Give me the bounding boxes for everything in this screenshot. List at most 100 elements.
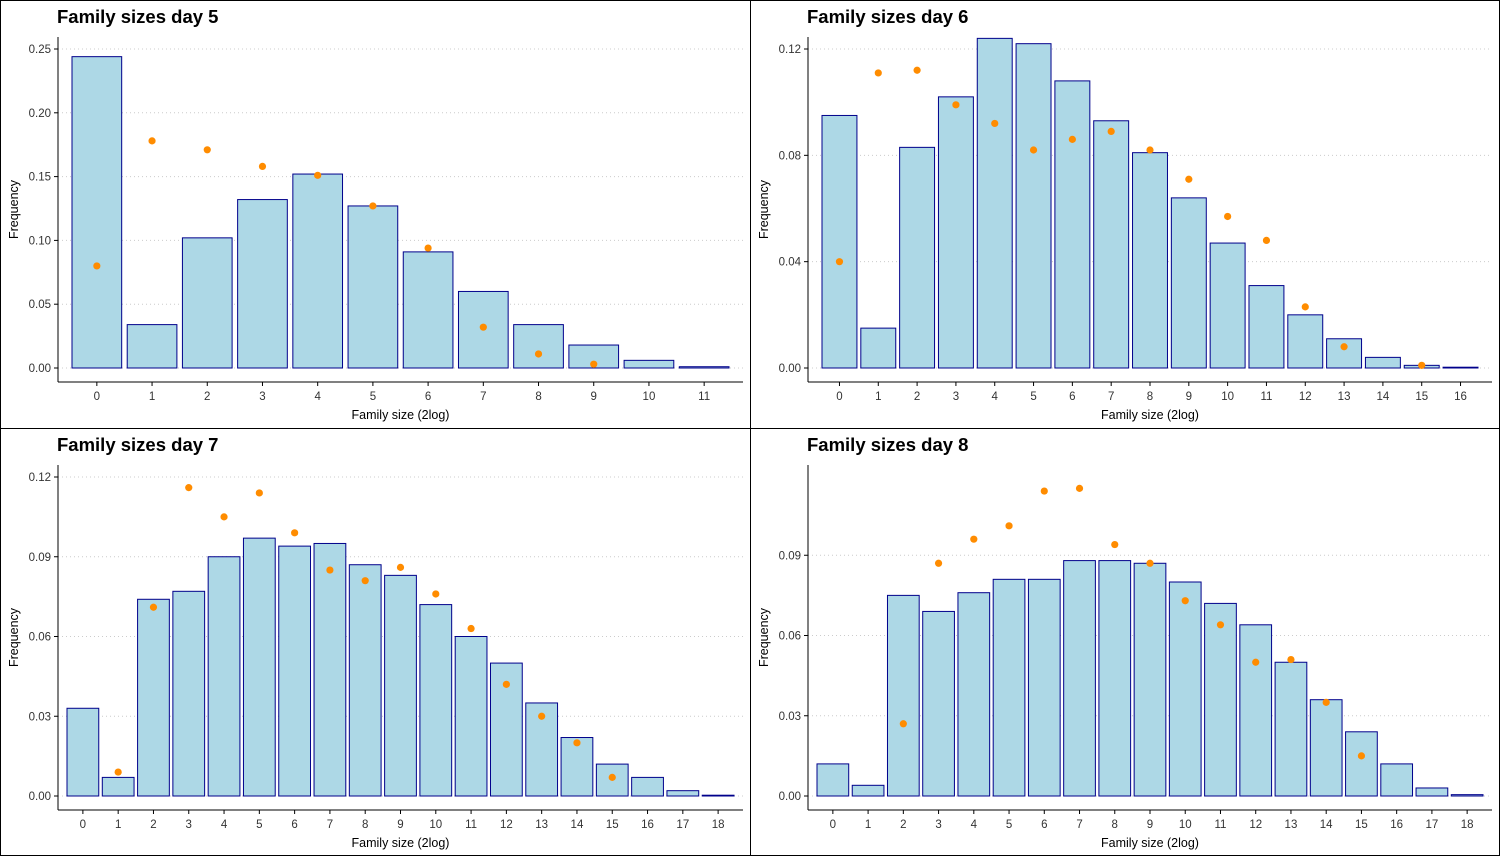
bar	[1415, 787, 1449, 797]
data-point	[952, 101, 960, 109]
axes: 0.000.040.080.120 1 2 3 4 5 6 7 8 9 10 11 12 13 14 15 16…	[757, 37, 1492, 422]
bar	[1309, 699, 1343, 797]
bar	[821, 114, 858, 369]
data-point	[148, 137, 156, 145]
x-tick-label: 15	[606, 819, 619, 831]
bar	[66, 707, 100, 797]
x-tick-label: 9	[591, 391, 597, 403]
bar	[384, 574, 417, 797]
x-tick-label: 17	[1426, 819, 1439, 831]
point-series	[899, 484, 1366, 760]
y-tick-label: 0.12	[29, 472, 51, 484]
bar	[568, 344, 620, 369]
y-tick-label: 0.05	[29, 299, 51, 311]
bar	[1015, 43, 1052, 369]
bar	[313, 542, 347, 797]
y-tick-label: 0.00	[29, 363, 51, 375]
data-point	[396, 563, 405, 571]
bar	[937, 96, 974, 369]
y-axis-label: Frequency	[757, 607, 771, 667]
bar	[1098, 560, 1132, 797]
bar-series	[821, 37, 1479, 369]
chart-title: Family sizes day 8	[807, 434, 969, 455]
bar	[886, 594, 920, 797]
x-tick-label: 1	[149, 391, 155, 403]
bar	[1248, 285, 1285, 369]
bar	[1204, 602, 1237, 797]
x-tick-label: 1	[865, 819, 871, 831]
y-tick-label: 0.25	[29, 44, 51, 56]
y-axis-label: Frequency	[7, 607, 21, 667]
x-tick-label: 5	[370, 391, 376, 403]
bar	[278, 545, 312, 797]
chart-panel-day-7: Family sizes day 7 0.00 0.03 0.06 0.09 0.12 0…	[0, 428, 751, 856]
x-tick-label: 4	[992, 391, 999, 403]
data-point	[1287, 655, 1295, 664]
point-series	[114, 484, 616, 781]
data-point	[258, 162, 267, 170]
bar	[181, 237, 233, 369]
bar	[992, 578, 1026, 797]
bar	[666, 790, 700, 797]
x-tick-label: 9	[1186, 391, 1192, 403]
x-tick-label: 3	[935, 819, 941, 831]
bar	[1054, 80, 1091, 369]
x-tick-label: 7	[1108, 391, 1114, 403]
x-tick-label: 11	[1260, 391, 1272, 403]
data-point	[573, 739, 581, 747]
x-tick-label: 8	[1147, 391, 1153, 403]
bar	[237, 199, 288, 369]
data-point	[1068, 135, 1076, 143]
x-tick-label: 4	[971, 819, 978, 831]
x-tick-label: 16	[1390, 819, 1403, 831]
x-tick-label: 14	[571, 819, 584, 831]
x-tick-label: 15	[1415, 391, 1428, 403]
y-tick-label: 0.00	[779, 363, 801, 375]
data-point	[1005, 522, 1013, 530]
data-point	[934, 559, 943, 567]
bar	[623, 359, 675, 369]
x-tick-label: 5	[1006, 819, 1012, 831]
x-tick-label: 9	[1147, 819, 1153, 831]
bar	[1345, 731, 1378, 797]
x-tick-label: 0	[830, 819, 836, 831]
bar-series	[66, 537, 735, 797]
x-tick-label: 1	[115, 819, 121, 831]
data-point	[1107, 127, 1115, 136]
data-point	[1262, 236, 1271, 244]
data-point	[203, 146, 211, 154]
x-axis-label: Family size (2log)	[352, 836, 450, 850]
data-point	[913, 66, 921, 74]
x-tick-label: 14	[1377, 391, 1390, 403]
bar	[489, 662, 523, 797]
x-tick-label: 6	[1041, 819, 1047, 831]
data-point	[1146, 559, 1154, 567]
bar	[126, 324, 178, 369]
data-point	[1181, 597, 1189, 605]
x-tick-label: 7	[1076, 819, 1082, 831]
bar-series	[71, 56, 730, 369]
x-tick-label: 3	[259, 391, 265, 403]
data-point	[1040, 487, 1048, 495]
data-point	[1111, 540, 1119, 549]
bar	[816, 763, 850, 797]
gridlines	[58, 48, 743, 369]
chart-title: Family sizes day 5	[57, 6, 219, 27]
x-tick-label: 16	[641, 819, 654, 831]
bar	[101, 776, 135, 797]
x-tick-label: 0	[836, 391, 842, 403]
data-point	[1216, 621, 1225, 629]
data-point	[1340, 343, 1348, 351]
x-tick-label: 6	[425, 391, 431, 403]
bar	[137, 598, 170, 797]
x-tick-label: 5	[1030, 391, 1036, 403]
x-tick-label: 4	[314, 391, 321, 403]
x-axis-label: Family size (2log)	[1101, 408, 1199, 422]
data-point	[970, 535, 978, 543]
x-tick-label: 4	[221, 819, 228, 831]
bar	[1168, 581, 1202, 797]
bar	[678, 366, 730, 369]
x-tick-label: 11	[1214, 819, 1226, 831]
data-point	[534, 350, 543, 358]
x-tick-label: 8	[1112, 819, 1118, 831]
